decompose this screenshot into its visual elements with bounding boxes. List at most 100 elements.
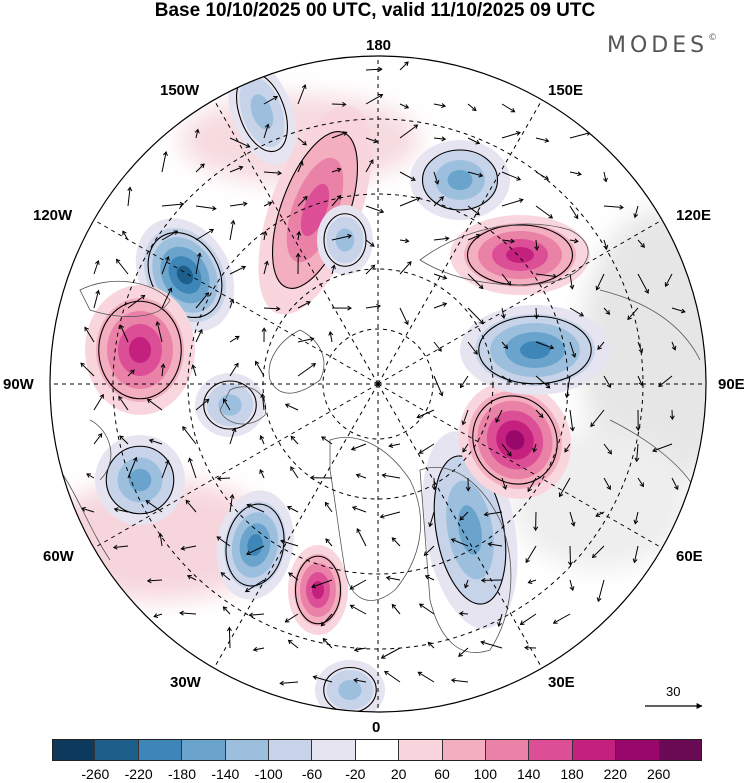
wind-vector: [424, 575, 435, 581]
wind-vector: [391, 603, 401, 615]
reference-vector-value: 30: [666, 684, 681, 699]
wind-vector: [633, 511, 639, 525]
wind-vector: [569, 238, 579, 244]
meridian-120: [377, 383, 663, 549]
wind-vector: [433, 171, 440, 185]
wind-vector: [148, 438, 163, 445]
wind-vector: [229, 265, 247, 275]
wind-vector: [186, 575, 197, 581]
wind-vector: [399, 61, 409, 71]
wind-vector: [399, 196, 421, 207]
wind-vector: [127, 369, 135, 377]
wind-vector: [603, 171, 608, 183]
colorbar-segment-5: [269, 739, 313, 761]
colorbar-segment-9: [442, 739, 487, 761]
wind-vector: [532, 443, 538, 453]
wind-vector: [229, 493, 235, 513]
wind-vector: [122, 230, 129, 241]
wind-vector: [145, 500, 163, 513]
wind-vector: [637, 273, 649, 294]
wind-vector: [155, 320, 163, 343]
wind-vector: [287, 639, 299, 649]
wind-vector: [535, 273, 558, 279]
lon-label-30e: 30E: [548, 674, 575, 691]
colorbar-segment-8: [399, 739, 443, 761]
colorbar-tick-label: 140: [516, 766, 541, 782]
wind-vector: [194, 128, 200, 139]
wind-vector: [467, 233, 481, 241]
wind-vector: [297, 301, 311, 309]
wind-vector: [535, 409, 544, 419]
modes-logo: MODES©: [607, 33, 717, 58]
wind-vector: [161, 287, 173, 309]
wind-vector: [428, 511, 435, 528]
wind-vector: [501, 198, 524, 207]
colorbar-segment-3: [182, 739, 226, 761]
wind-vector: [279, 680, 299, 686]
colorbar-tick-label: 20: [390, 766, 407, 782]
wind-vector: [388, 443, 401, 448]
wind-vector: [433, 136, 447, 142]
wind-vector: [113, 507, 129, 513]
wind-vector: [632, 545, 639, 564]
wind-vector: [433, 196, 444, 207]
wind-vector: [480, 577, 503, 583]
wind-vector: [331, 167, 342, 173]
chart-title: Base 10/10/2025 00 UTC, valid 11/10/2025…: [154, 0, 596, 21]
wind-vector: [458, 647, 469, 657]
wind-vector: [569, 341, 577, 358]
wind-vector: [229, 201, 248, 207]
wind-vector: [312, 675, 333, 683]
wind-vector: [146, 398, 163, 411]
wind-vector: [433, 236, 450, 242]
wind-vector: [246, 503, 265, 513]
colorbar-segment-11: [529, 739, 573, 761]
field-low-95E: [460, 305, 610, 395]
colorbar-tick-label: -220: [124, 766, 153, 782]
wind-vector: [229, 335, 240, 343]
wind-vector: [222, 606, 231, 615]
wind-vector: [467, 103, 477, 112]
wind-vector: [356, 528, 367, 547]
wind-vector: [248, 612, 265, 618]
wind-vector: [418, 603, 435, 615]
lon-label-90w: 90W: [3, 376, 34, 393]
lon-label-60w: 60W: [43, 548, 74, 565]
field-low-130W: [135, 218, 235, 332]
field-low-90W: [195, 373, 265, 437]
wind-vector: [229, 137, 251, 148]
wind-vector: [331, 101, 347, 107]
wind-vector: [603, 307, 611, 315]
wind-vector: [596, 579, 605, 603]
colorbar-segment-13: [616, 739, 660, 761]
wind-vector: [399, 103, 410, 109]
wind-vector: [416, 409, 435, 419]
wind-vector: [353, 647, 367, 653]
colorbar-segment-10: [486, 739, 530, 761]
wind-vector: [263, 123, 270, 139]
wind-vector: [379, 511, 401, 519]
wind-vector: [552, 613, 571, 624]
colorbar-tick-label: 180: [560, 766, 584, 782]
wind-vector: [467, 273, 484, 290]
wind-vector: [564, 375, 571, 399]
wind-vector: [569, 579, 575, 592]
wind-vector: [669, 409, 675, 421]
wind-vector: [284, 403, 299, 411]
wind-vector: [331, 233, 353, 241]
wind-vector: [467, 341, 478, 355]
wind-vector: [158, 532, 164, 547]
wind-vector: [127, 294, 146, 309]
wind-vector: [433, 375, 444, 397]
wind-vector: [127, 456, 138, 479]
wind-vector: [464, 579, 469, 589]
coastline-7: [59, 419, 112, 561]
colorbar-tick-label: 220: [603, 766, 628, 782]
wind-vector: [603, 239, 609, 250]
colorbar-segment-6: [312, 739, 356, 761]
wind-vector: [229, 219, 236, 241]
wind-vector: [365, 66, 383, 72]
wind-vector: [365, 264, 376, 275]
lon-label-0: 0: [372, 719, 381, 736]
meridian-300: [93, 219, 379, 385]
